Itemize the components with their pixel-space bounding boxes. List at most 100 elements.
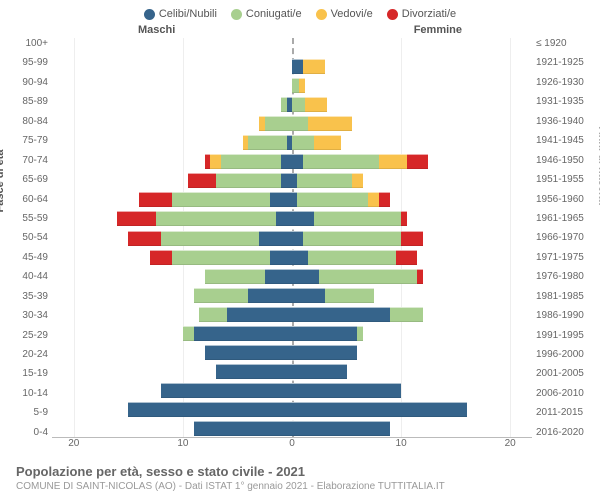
birth-label: 1981-1985 (536, 291, 592, 302)
age-label: 55-59 (8, 213, 48, 224)
bar-segment (183, 326, 194, 341)
age-label: 50-54 (8, 232, 48, 243)
bar-segment (308, 250, 395, 265)
age-label: 15-19 (8, 368, 48, 379)
age-label: 90-94 (8, 77, 48, 88)
bar-segment (270, 192, 292, 207)
bar-segment (292, 326, 357, 341)
x-tick: 10 (396, 438, 407, 449)
legend-item: Celibi/Nubili (144, 8, 217, 20)
y-axis-left: 100+95-9990-9485-8980-8475-7970-7465-696… (8, 38, 52, 438)
age-label: 85-89 (8, 96, 48, 107)
legend: Celibi/NubiliConiugati/eVedovi/eDivorzia… (8, 8, 592, 20)
bar-segment (314, 211, 401, 226)
bar-segment (401, 231, 423, 246)
bar-segment (292, 231, 303, 246)
bar-segment (221, 154, 281, 169)
bar-segment (199, 307, 226, 322)
legend-dot (387, 9, 398, 20)
bar-segment (156, 211, 276, 226)
bar-segment (194, 288, 249, 303)
population-pyramid-chart: Celibi/NubiliConiugati/eVedovi/eDivorzia… (0, 0, 600, 500)
legend-label: Celibi/Nubili (159, 8, 217, 20)
bar-segment (227, 307, 292, 322)
bar-segment (248, 288, 292, 303)
bar-row (52, 363, 532, 380)
bar-segment (292, 250, 308, 265)
bar-segment (150, 250, 172, 265)
plot-area: Fasce di età 100+95-9990-9485-8980-8475-… (8, 38, 592, 438)
legend-dot (231, 9, 242, 20)
bar-segment (299, 78, 306, 93)
bar-segment (379, 154, 406, 169)
bar-row (52, 58, 532, 75)
age-label: 30-34 (8, 310, 48, 321)
x-tick: 0 (289, 438, 295, 449)
bar-row (52, 287, 532, 304)
x-tick: 20 (505, 438, 516, 449)
bar-segment (292, 345, 357, 360)
bar-segment (325, 288, 374, 303)
birth-label: 1946-1950 (536, 155, 592, 166)
bar-segment (281, 173, 292, 188)
bar-segment (292, 269, 319, 284)
birth-label: 1941-1945 (536, 135, 592, 146)
bar-segment (216, 364, 292, 379)
birth-label: 1936-1940 (536, 116, 592, 127)
bar-segment (172, 192, 270, 207)
y-axis-right: ≤ 19201921-19251926-19301931-19351936-19… (532, 38, 592, 438)
bar-segment (117, 211, 155, 226)
bar-row (52, 96, 532, 113)
bar-segment (352, 173, 363, 188)
bar-segment (248, 135, 286, 150)
bar-segment (308, 116, 352, 131)
birth-label: 1926-1930 (536, 77, 592, 88)
age-label: 0-4 (8, 427, 48, 438)
bar-segment (305, 97, 327, 112)
bar-segment (292, 421, 390, 436)
age-label: 95-99 (8, 57, 48, 68)
bar-segment (172, 250, 270, 265)
bar-row (52, 230, 532, 247)
bar-row (52, 191, 532, 208)
bar-segment (297, 192, 368, 207)
bar-row (52, 39, 532, 56)
age-label: 100+ (8, 38, 48, 49)
bar-segment (303, 231, 401, 246)
bar-row (52, 268, 532, 285)
bars-region (52, 38, 532, 438)
bar-segment (276, 211, 292, 226)
bar-segment (281, 154, 292, 169)
birth-label: ≤ 1920 (536, 38, 592, 49)
age-label: 5-9 (8, 407, 48, 418)
bar-segment (390, 307, 423, 322)
bar-segment (265, 269, 292, 284)
bar-segment (259, 231, 292, 246)
bar-segment (216, 173, 281, 188)
birth-label: 1986-1990 (536, 310, 592, 321)
bar-row (52, 210, 532, 227)
bar-row (52, 115, 532, 132)
birth-label: 1996-2000 (536, 349, 592, 360)
bar-row (52, 382, 532, 399)
legend-label: Coniugati/e (246, 8, 302, 20)
bar-row (52, 401, 532, 418)
birth-label: 1991-1995 (536, 330, 592, 341)
birth-label: 2011-2015 (536, 407, 592, 418)
bar-segment (357, 326, 362, 341)
y-axis-title-left: Fasce di età (0, 150, 6, 213)
age-label: 60-64 (8, 194, 48, 205)
bar-segment (205, 269, 265, 284)
bar-segment (292, 211, 314, 226)
bar-segment (292, 135, 314, 150)
birth-label: 1976-1980 (536, 271, 592, 282)
bar-row (52, 172, 532, 189)
bar-segment (292, 402, 467, 417)
bar-segment (265, 116, 292, 131)
bar-row (52, 249, 532, 266)
bar-segment (292, 116, 308, 131)
birth-label: 2016-2020 (536, 427, 592, 438)
birth-label: 1931-1935 (536, 96, 592, 107)
legend-dot (144, 9, 155, 20)
bar-segment (407, 154, 429, 169)
